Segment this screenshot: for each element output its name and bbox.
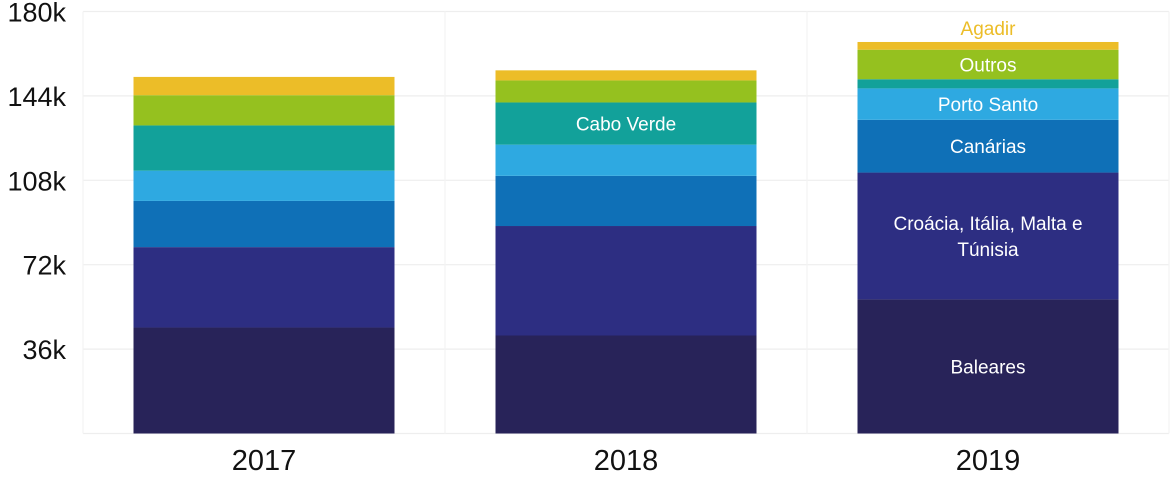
bar-segment-outros <box>857 49 1119 80</box>
segment-label: Outros <box>959 55 1016 76</box>
bar-segment-can-rias <box>133 200 395 248</box>
bar-segment-baleares <box>133 327 395 434</box>
x-axis: 2017 2018 2019 <box>232 445 1021 477</box>
bar-segment-cro-cia-it-lia-malta-e-t-nisia <box>857 172 1119 300</box>
bar-segment-agadir <box>133 76 395 96</box>
y-tick-label: 108k <box>7 166 66 196</box>
segment-label: Canárias <box>950 137 1026 158</box>
x-tick-label: 2017 <box>232 445 297 477</box>
bar-segment-cabo-verde <box>133 125 395 171</box>
y-tick-label: 36k <box>22 335 66 365</box>
bar-segment-agadir <box>495 70 757 81</box>
bar-segment-can-rias <box>857 119 1119 173</box>
x-tick-label: 2018 <box>594 445 659 477</box>
bar-segment-can-rias <box>495 175 757 227</box>
bar-segment-outros <box>495 80 757 103</box>
bar-segment-cabo-verde <box>495 102 757 145</box>
segment-label: Baleares <box>951 357 1026 378</box>
bar-segment-agadir <box>857 41 1119 50</box>
bar-segment-cro-cia-it-lia-malta-e-t-nisia <box>495 226 757 336</box>
x-tick-label: 2019 <box>956 445 1021 477</box>
bar-segment-porto-santo <box>133 170 395 201</box>
segment-label: Cabo Verde <box>576 115 676 136</box>
segment-label: Porto Santo <box>938 95 1038 116</box>
y-axis: 36k 72k 108k 144k 180k <box>7 0 66 365</box>
bar-segment-porto-santo <box>495 144 757 176</box>
y-tick-label: 72k <box>22 251 66 281</box>
bars: Cabo Verde Baleares Croácia, Itália, Malta… <box>133 19 1119 434</box>
bar-segment-baleares <box>495 335 757 434</box>
bar-segment-porto-santo <box>857 88 1119 120</box>
segment-label: Croácia, Itália, Malta e <box>893 214 1082 235</box>
bar-segment-baleares <box>857 299 1119 434</box>
y-tick-label: 180k <box>7 0 66 28</box>
bar-segment-outros <box>133 95 395 126</box>
bar-segment-cabo-verde <box>857 79 1119 89</box>
segment-label: Túnisia <box>957 240 1019 261</box>
segment-label: Agadir <box>961 19 1017 40</box>
y-tick-label: 144k <box>7 82 66 112</box>
bar-segment-cro-cia-it-lia-malta-e-t-nisia <box>133 247 395 328</box>
